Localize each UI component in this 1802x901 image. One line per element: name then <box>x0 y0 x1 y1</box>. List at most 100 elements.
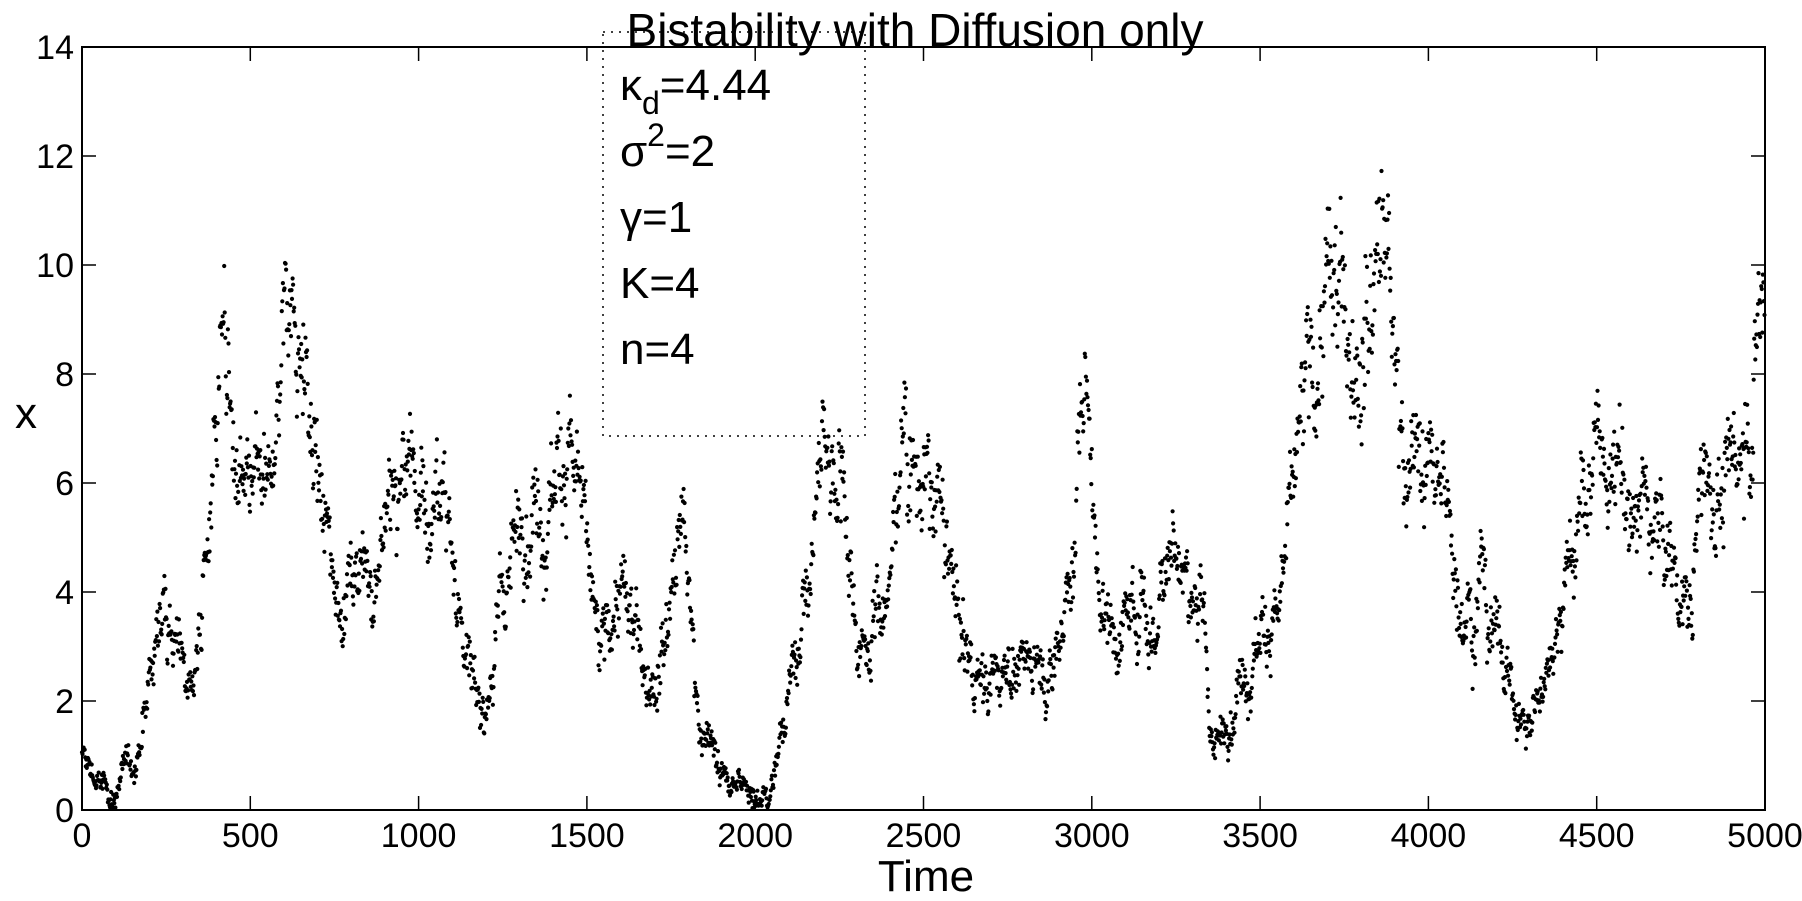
data-point <box>432 508 437 513</box>
data-point <box>512 539 517 544</box>
data-point <box>1167 549 1172 554</box>
data-point <box>738 779 743 785</box>
data-point <box>538 506 543 512</box>
data-point <box>1038 654 1043 659</box>
data-point <box>988 692 993 697</box>
data-point <box>536 489 541 494</box>
data-point <box>1538 675 1544 680</box>
data-point <box>1476 561 1482 566</box>
data-point <box>926 438 931 443</box>
data-point <box>1389 354 1394 359</box>
data-point <box>470 685 475 690</box>
data-point <box>1674 582 1679 587</box>
data-point <box>1304 318 1309 323</box>
data-point <box>691 638 696 643</box>
data-point <box>694 701 700 706</box>
data-point <box>1158 569 1163 575</box>
data-point <box>1137 615 1142 620</box>
data-point <box>947 566 952 571</box>
data-point <box>1248 690 1253 695</box>
data-point <box>1249 685 1254 691</box>
data-point <box>844 515 849 521</box>
data-point <box>1355 396 1360 401</box>
data-point <box>297 365 302 370</box>
data-point <box>1717 502 1722 507</box>
data-point <box>1709 528 1714 533</box>
data-point <box>1706 471 1712 476</box>
data-point <box>916 479 922 484</box>
data-point <box>272 462 277 467</box>
data-point <box>1236 669 1241 674</box>
data-point <box>388 527 393 532</box>
data-point <box>1670 566 1675 571</box>
data-point <box>1466 597 1471 602</box>
data-point <box>1102 627 1107 632</box>
data-point <box>531 475 536 480</box>
data-point <box>1469 648 1475 653</box>
data-point <box>768 794 773 799</box>
data-point <box>713 740 718 745</box>
data-point <box>1688 596 1693 602</box>
data-point <box>383 528 388 533</box>
data-point <box>1184 568 1189 573</box>
data-point <box>546 520 551 525</box>
data-point <box>212 415 218 420</box>
data-point <box>1139 570 1144 575</box>
data-point <box>1206 709 1211 714</box>
data-point <box>372 600 377 605</box>
data-point <box>1203 631 1208 636</box>
data-point <box>1232 730 1237 735</box>
data-point <box>459 616 464 621</box>
data-point <box>1335 344 1340 349</box>
data-point <box>642 673 647 678</box>
data-point <box>457 610 462 615</box>
data-point <box>1755 312 1760 317</box>
legend-entry-symbol: γ <box>620 193 642 242</box>
data-point <box>648 677 653 682</box>
data-point <box>599 618 604 623</box>
data-point <box>1521 712 1526 717</box>
data-point <box>165 661 170 666</box>
data-point <box>220 314 225 319</box>
data-point <box>143 714 148 720</box>
data-point <box>1685 605 1691 610</box>
data-point <box>983 664 988 669</box>
data-point <box>1388 275 1393 280</box>
data-point <box>956 596 961 601</box>
data-point <box>1521 707 1526 713</box>
data-point <box>515 524 520 530</box>
data-point <box>1368 253 1373 258</box>
data-point <box>931 534 936 539</box>
data-point <box>990 660 995 665</box>
data-point <box>611 614 616 619</box>
data-point <box>1151 616 1156 621</box>
data-point <box>1718 525 1723 531</box>
data-point <box>176 617 181 622</box>
data-point <box>1715 492 1720 497</box>
data-point <box>280 299 285 304</box>
data-point <box>1619 490 1624 495</box>
data-point <box>670 577 675 582</box>
data-point <box>1085 395 1090 400</box>
data-point <box>1273 596 1278 601</box>
data-point <box>1101 623 1106 629</box>
data-point <box>508 555 513 560</box>
data-point <box>1359 442 1364 447</box>
data-point <box>1366 369 1371 375</box>
data-point <box>1335 312 1340 317</box>
data-point <box>1309 324 1314 329</box>
data-point <box>1249 695 1254 700</box>
data-point <box>1585 512 1590 517</box>
data-point <box>225 396 230 401</box>
data-point <box>320 528 325 533</box>
data-point <box>1183 555 1189 560</box>
data-point <box>158 606 163 611</box>
legend-box <box>602 31 866 437</box>
data-point <box>1482 563 1487 568</box>
data-point <box>1165 545 1170 551</box>
data-point <box>1098 612 1104 617</box>
data-point <box>933 504 938 509</box>
data-point <box>573 479 579 484</box>
data-point <box>1048 662 1053 667</box>
data-point <box>328 572 333 577</box>
